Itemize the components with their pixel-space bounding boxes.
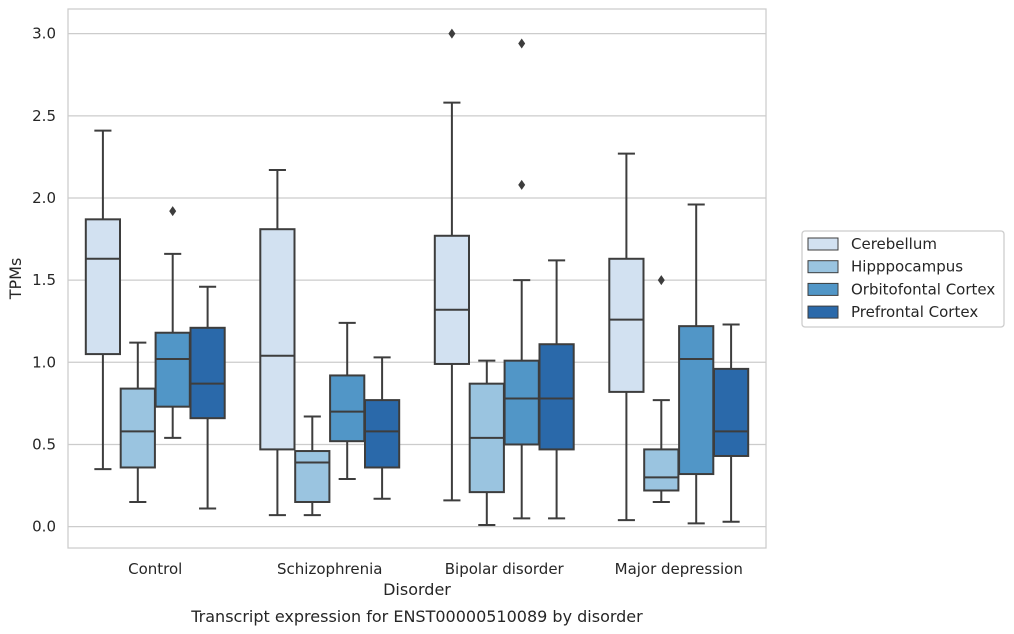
box-orbitofontal-cortex xyxy=(678,203,715,525)
iqr-box xyxy=(119,387,156,469)
y-tick-label: 1.5 xyxy=(32,271,56,289)
iqr-box xyxy=(678,325,715,476)
legend-swatch xyxy=(807,282,839,296)
y-axis-label: TPMs xyxy=(6,258,25,301)
iqr-box xyxy=(363,399,401,469)
iqr-box xyxy=(503,359,540,446)
y-tick-label: 2.0 xyxy=(32,189,56,207)
iqr-box xyxy=(643,448,680,492)
box-cerebellum xyxy=(84,129,122,471)
legend-label: Prefrontal Cortex xyxy=(851,303,978,321)
iqr-box xyxy=(154,331,191,408)
x-tick-label: Control xyxy=(128,560,182,578)
legend-swatch xyxy=(807,237,839,251)
boxes-layer xyxy=(84,28,750,526)
legend-frame xyxy=(801,230,1005,328)
iqr-box xyxy=(433,234,471,365)
x-tick-label: Bipolar disorder xyxy=(445,560,565,578)
y-axis: 0.0 0.5 1.0 1.5 2.0 2.5 3.0 xyxy=(32,25,56,536)
box-prefrontal-cortex xyxy=(189,285,226,510)
box-orbitofontal-cortex xyxy=(329,321,366,480)
y-tick-label: 1.0 xyxy=(32,353,56,371)
box-hipppocampus xyxy=(643,275,680,503)
box-cerebellum xyxy=(259,169,296,517)
legend-label: Cerebellum xyxy=(851,235,937,253)
iqr-box xyxy=(259,228,296,451)
box-hipppocampus xyxy=(468,359,505,526)
y-tick-label: 0.5 xyxy=(32,435,56,453)
outlier-point xyxy=(657,275,665,286)
legend-swatch xyxy=(807,305,839,319)
box-orbitofontal-cortex xyxy=(503,38,540,520)
iqr-box xyxy=(712,367,750,457)
iqr-box xyxy=(294,450,331,503)
legend-swatch xyxy=(807,260,839,274)
box-hipppocampus xyxy=(119,341,156,503)
x-tick-label: Schizophrenia xyxy=(277,560,382,578)
y-tick-label: 2.5 xyxy=(32,107,56,125)
iqr-box xyxy=(329,374,366,443)
x-axis-label: Disorder xyxy=(383,580,451,599)
outlier-point xyxy=(448,28,456,39)
box-hipppocampus xyxy=(294,415,331,517)
x-tick-label: Major depression xyxy=(615,560,743,578)
iqr-box xyxy=(538,343,575,451)
legend-label: Orbitofontal Cortex xyxy=(851,280,995,298)
x-axis: Control Schizophrenia Bipolar disorder Majo… xyxy=(128,560,743,578)
box-prefrontal-cortex xyxy=(538,259,575,520)
legend-label: Hipppocampus xyxy=(851,258,963,276)
outlier-point xyxy=(518,38,526,49)
box-orbitofontal-cortex xyxy=(154,206,191,439)
iqr-box xyxy=(84,218,122,356)
box-cerebellum xyxy=(608,152,645,522)
y-tick-label: 0.0 xyxy=(32,518,56,536)
box-cerebellum xyxy=(433,28,471,502)
iqr-box xyxy=(608,257,645,393)
box-prefrontal-cortex xyxy=(363,356,401,500)
iqr-box xyxy=(189,326,226,420)
outlier-point xyxy=(518,179,526,190)
legend: Cerebellum Hipppocampus Orbitofontal Corte… xyxy=(801,230,1005,328)
chart-caption: Transcript expression for ENST0000051008… xyxy=(190,607,643,626)
plot-area-frame xyxy=(67,8,767,549)
outlier-point xyxy=(169,206,177,217)
y-tick-label: 3.0 xyxy=(32,25,56,43)
box-prefrontal-cortex xyxy=(712,323,750,523)
